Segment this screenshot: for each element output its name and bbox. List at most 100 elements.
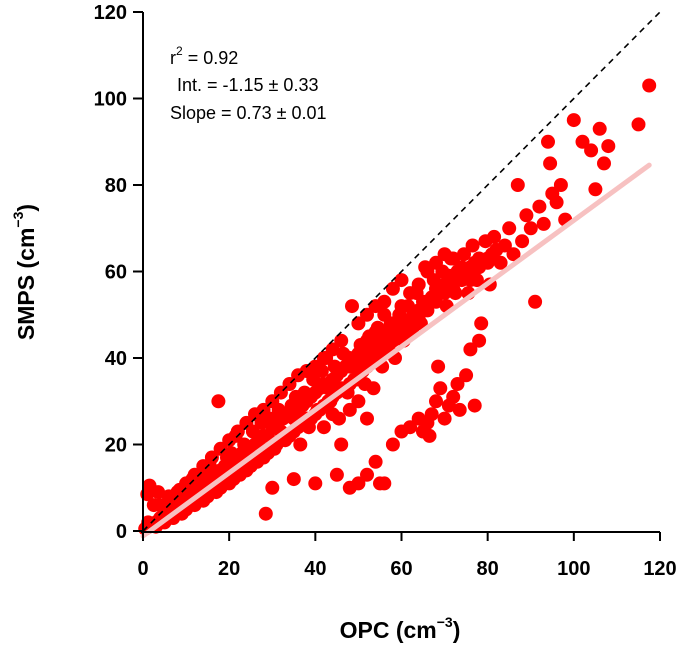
data-point: [532, 199, 547, 214]
data-point: [385, 316, 400, 331]
data-point: [403, 286, 418, 301]
y-tick-label: 80: [105, 175, 127, 197]
y-tick-label: 40: [105, 348, 127, 370]
data-point: [450, 377, 465, 391]
x-axis-title: OPC (cm−3): [340, 614, 461, 643]
data-point: [601, 139, 616, 154]
data-point: [487, 229, 502, 244]
y-tick-label: 120: [94, 2, 127, 24]
fit-line: [140, 162, 652, 539]
data-point: [575, 134, 590, 149]
data-point: [536, 216, 551, 231]
data-point: [258, 506, 273, 521]
one-to-one-line: [142, 11, 661, 532]
data-point: [446, 389, 461, 404]
data-point: [631, 117, 646, 132]
y-axis-title: SMPS (cm−3): [10, 204, 39, 340]
data-point: [541, 134, 555, 149]
data-point: [325, 342, 340, 357]
data-point: [588, 182, 603, 197]
data-point: [308, 359, 323, 374]
data-point: [429, 255, 443, 270]
r-squared-annotation: r2 = 0.92: [170, 44, 238, 68]
intercept-annotation: Int. = -1.15 ± 0.33: [177, 75, 318, 95]
data-point: [467, 398, 482, 413]
slope-annotation: Slope = 0.73 ± 0.01: [170, 103, 327, 123]
data-point: [437, 411, 452, 426]
data-point: [204, 450, 219, 465]
data-point: [351, 394, 366, 409]
data-point: [187, 467, 202, 482]
data-point: [497, 238, 512, 253]
data-point: [248, 407, 262, 422]
data-point: [368, 454, 383, 469]
data-point: [286, 472, 301, 487]
axes: 0 20 40 60 80 100 120 0 20 40 60 80 100 120: [94, 2, 677, 580]
data-point: [480, 251, 495, 266]
data-point: [377, 307, 392, 322]
data-point: [316, 351, 331, 365]
data-point: [211, 394, 226, 409]
data-point: [446, 251, 461, 266]
data-point: [293, 437, 308, 452]
x-tick-label: 120: [643, 558, 676, 580]
data-point: [153, 498, 168, 513]
data-point: [523, 221, 538, 236]
data-point: [239, 415, 254, 430]
data-point: [161, 489, 176, 504]
data-point: [597, 156, 611, 171]
data-point: [329, 467, 344, 482]
data-point: [196, 459, 211, 474]
data-point: [360, 307, 374, 322]
data-point: [474, 316, 489, 331]
data-point: [465, 238, 480, 253]
data-point: [213, 441, 228, 456]
data-point: [316, 420, 331, 435]
data-point: [377, 294, 392, 309]
x-tick-label: 60: [390, 558, 412, 580]
data-point: [459, 368, 474, 383]
data-point: [549, 195, 564, 210]
data-point: [360, 333, 374, 348]
data-point: [351, 476, 366, 491]
y-tick-label: 20: [105, 435, 127, 457]
data-point: [151, 485, 166, 500]
data-point: [519, 208, 534, 223]
x-tick-label: 0: [137, 558, 148, 580]
data-point: [351, 316, 366, 331]
data-point: [446, 281, 461, 296]
data-point: [420, 264, 435, 279]
data-point: [342, 402, 357, 417]
data-point: [360, 411, 374, 426]
x-tick-label: 100: [557, 558, 590, 580]
data-point: [308, 476, 323, 491]
data-point: [457, 247, 471, 262]
data-point: [553, 178, 568, 192]
data-point: [502, 221, 517, 236]
data-point: [431, 359, 446, 374]
data-point: [360, 467, 374, 482]
data-point: [429, 294, 443, 309]
data-point: [411, 277, 426, 292]
data-point: [472, 260, 487, 275]
data-point: [528, 294, 543, 309]
data-point: [325, 407, 340, 422]
data-point: [403, 320, 418, 335]
data-point: [334, 333, 349, 348]
reference-lines: [140, 11, 661, 539]
y-tick-label: 100: [94, 89, 127, 111]
data-point: [368, 325, 383, 339]
data-point: [566, 113, 581, 128]
data-point: [472, 333, 487, 348]
data-point: [230, 424, 245, 439]
x-tick-label: 40: [304, 558, 326, 580]
data-point: [584, 143, 599, 158]
data-point: [424, 407, 439, 422]
data-point: [592, 121, 607, 136]
data-point: [394, 299, 409, 314]
data-point: [420, 303, 435, 318]
data-point: [515, 234, 530, 249]
data-point: [222, 433, 237, 448]
data-point: [429, 394, 443, 409]
